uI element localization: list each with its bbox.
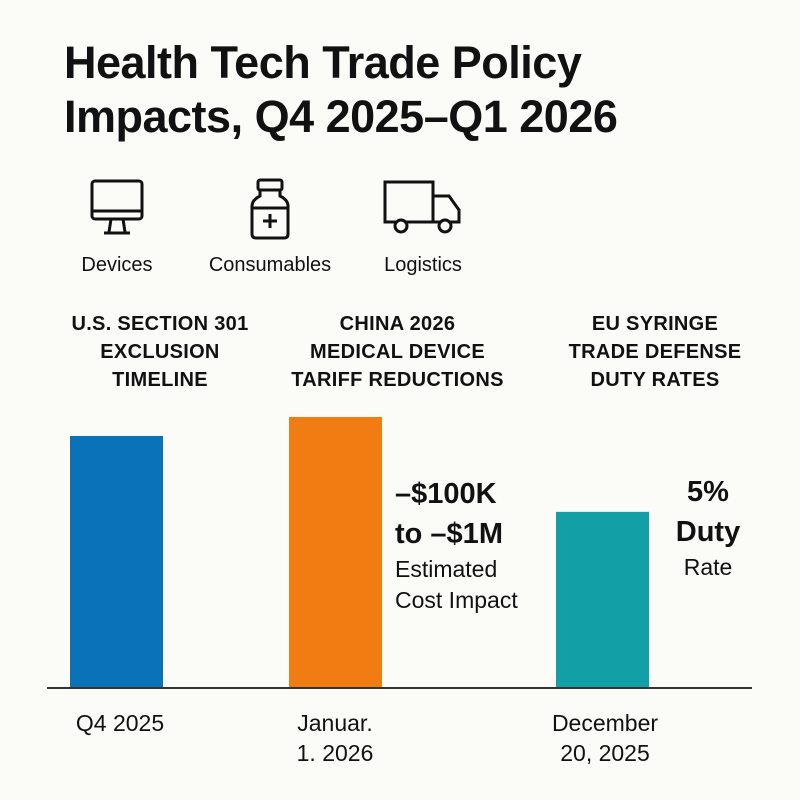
panel-heading-china: CHINA 2026 MEDICAL DEVICE TARIFF REDUCTI…	[280, 310, 515, 394]
truck-icon	[383, 180, 461, 234]
category-label: Devices	[81, 254, 153, 276]
eu-duty-annotation: 5% Duty Rate	[668, 472, 748, 583]
bar-0	[70, 435, 163, 688]
tick-label: December	[551, 710, 659, 736]
x-label-jan-2026: Januar. 1. 2026	[265, 708, 405, 768]
heading-line: TARIFF REDUCTIONS	[291, 369, 504, 391]
page-title: Health Tech Trade Policy Impacts, Q4 202…	[64, 37, 618, 142]
monitor-icon	[90, 179, 144, 235]
panel-heading-eu: EU SYRINGE TRADE DEFENSE DUTY RATES	[540, 310, 770, 394]
tick-label: Januar.	[297, 710, 373, 736]
category-label: Consumables	[208, 254, 332, 276]
medicine-bottle-icon	[250, 178, 290, 240]
heading-line: U.S. SECTION 301	[71, 313, 249, 335]
tick-label: Q4 2025	[75, 710, 165, 736]
annotation-value: Duty	[675, 516, 741, 548]
tick-label: 20, 2025	[560, 740, 650, 766]
annotation-label: Cost Impact	[395, 587, 518, 613]
x-label-dec-2025: December 20, 2025	[525, 708, 685, 768]
heading-line: EXCLUSION	[100, 341, 220, 363]
panel-heading-section-301: U.S. SECTION 301 EXCLUSION TIMELINE	[40, 310, 280, 394]
category-label: Logistics	[384, 254, 462, 276]
tick-label: 1. 2026	[296, 740, 374, 766]
x-label-q4-2025: Q4 2025	[50, 708, 190, 738]
category-consumables: Consumables	[200, 178, 340, 277]
category-devices: Devices	[62, 178, 172, 277]
bar-2	[556, 511, 649, 688]
china-cost-annotation: –$100K to –$1M Estimated Cost Impact	[395, 474, 518, 616]
annotation-value: to –$1M	[395, 518, 503, 550]
category-logistics: Logistics	[368, 178, 478, 277]
annotation-label: Rate	[683, 554, 733, 580]
annotation-value: –$100K	[395, 478, 497, 510]
heading-line: MEDICAL DEVICE	[310, 341, 485, 363]
annotation-value: 5%	[687, 476, 729, 508]
heading-line: TIMELINE	[112, 369, 208, 391]
heading-line: DUTY RATES	[590, 369, 720, 391]
heading-line: EU SYRINGE	[591, 313, 719, 335]
annotation-label: Estimated	[395, 556, 498, 582]
heading-line: TRADE DEFENSE	[568, 341, 742, 363]
heading-line: CHINA 2026	[339, 313, 456, 335]
bar-1	[289, 417, 382, 688]
